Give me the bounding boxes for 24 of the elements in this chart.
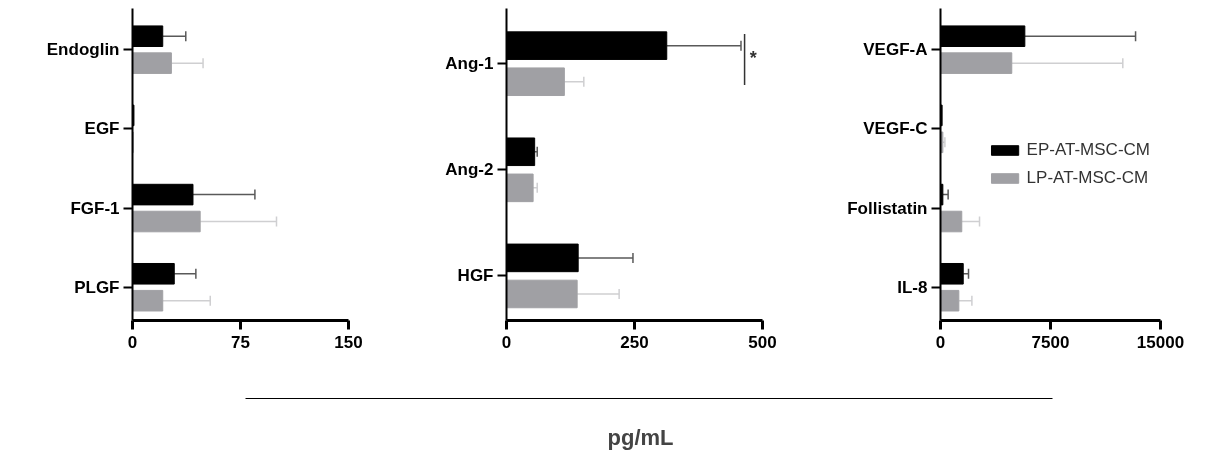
y-tick-label: IL-8	[897, 277, 928, 297]
y-tick-label: Follistatin	[847, 198, 928, 218]
y-tick-label: Ang-1	[445, 54, 494, 74]
y-tick-label: Ang-2	[445, 160, 494, 180]
x-tick-label: 0	[501, 332, 512, 352]
y-tick-label: HGF	[457, 266, 494, 286]
y-tick-label: VEGF-A	[863, 40, 928, 60]
x-tick-label: 0	[127, 332, 138, 352]
annotation: *	[749, 48, 757, 69]
x-axis-title: pg/mL	[607, 425, 674, 450]
y-tick-label: FGF-1	[70, 198, 120, 218]
y-tick-label: PLGF	[74, 277, 120, 297]
x-tick-label: 0	[935, 332, 946, 352]
legend-label: LP-AT-MSC-CM	[1026, 168, 1149, 188]
y-tick-label: VEGF-C	[863, 119, 928, 139]
x-tick-label: 7500	[1031, 332, 1070, 352]
x-tick-label: 500	[748, 332, 777, 352]
y-tick-label: EGF	[84, 119, 120, 139]
legend-label: EP-AT-MSC-CM	[1026, 140, 1150, 160]
x-tick-label: 150	[334, 332, 363, 352]
x-tick-label: 250	[620, 332, 649, 352]
x-tick-label: 15000	[1136, 332, 1185, 352]
y-tick-label: Endoglin	[46, 40, 120, 60]
x-tick-label: 75	[231, 332, 250, 352]
